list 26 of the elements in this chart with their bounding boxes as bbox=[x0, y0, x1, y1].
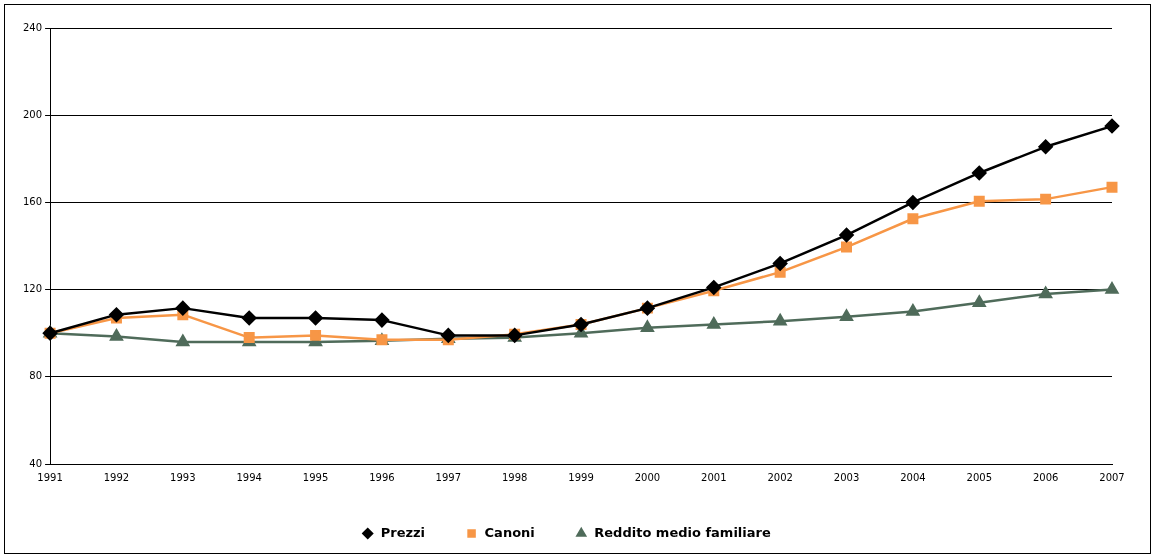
x-tick-label: 1996 bbox=[369, 471, 395, 483]
x-tick-label: 1997 bbox=[435, 471, 462, 483]
legend-label: Reddito medio familiare bbox=[594, 524, 771, 540]
y-tick-label: 200 bbox=[22, 108, 43, 120]
x-tick-label: 2006 bbox=[1032, 471, 1059, 483]
x-tick-label: 2003 bbox=[833, 471, 860, 483]
y-tick-label: 120 bbox=[22, 283, 43, 295]
x-tick-label: 2005 bbox=[966, 471, 992, 483]
x-tick-label: 1994 bbox=[236, 471, 262, 483]
legend-label: Prezzi bbox=[380, 524, 426, 540]
x-tick-label: 1999 bbox=[568, 471, 594, 483]
y-tick-label: 40 bbox=[29, 457, 43, 469]
y-tick-label: 160 bbox=[22, 195, 43, 207]
x-tick-label: 2002 bbox=[767, 471, 793, 483]
x-tick-label: 2004 bbox=[900, 471, 926, 483]
x-tick-label: 1992 bbox=[103, 471, 130, 483]
x-tick-label: 1998 bbox=[501, 471, 528, 483]
x-tick-label: 2001 bbox=[701, 471, 727, 483]
x-tick-label: 1993 bbox=[170, 471, 196, 483]
legend-label: Canoni bbox=[484, 524, 535, 540]
y-tick-label: 240 bbox=[22, 21, 43, 33]
x-tick-label: 1995 bbox=[302, 471, 329, 483]
y-tick-label: 80 bbox=[29, 370, 43, 382]
x-tick-label: 2000 bbox=[634, 471, 661, 483]
x-tick-label: 2007 bbox=[1099, 471, 1125, 483]
x-tick-label: 1991 bbox=[37, 471, 63, 483]
